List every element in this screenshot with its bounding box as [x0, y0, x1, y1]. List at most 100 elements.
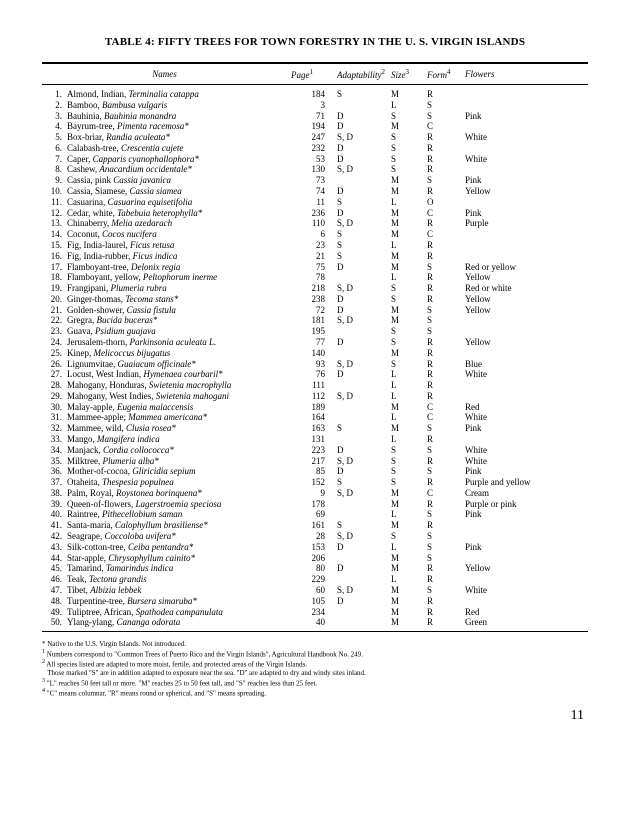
row-number: 10. — [42, 186, 65, 197]
tree-name: Milktree, Plumeria alba* — [65, 455, 289, 466]
row-number: 37. — [42, 477, 65, 488]
adaptability — [335, 175, 389, 186]
form: S — [425, 175, 463, 186]
size: L — [389, 390, 425, 401]
adaptability: D — [335, 369, 389, 380]
trees-table: Names Page1 Adaptability2 Size3 Form4 Fl… — [42, 64, 588, 631]
table-row: 3.Bauhinia, Bauhinia monandra71DSSPink — [42, 110, 588, 121]
tree-name: Cassia, Siamese, Cassia siamea — [65, 186, 289, 197]
adaptability: S — [335, 196, 389, 207]
table-row: 48.Turpentine-tree, Bursera simaruba*105… — [42, 595, 588, 606]
page-ref: 28 — [289, 531, 335, 542]
tree-name: Flamboyant-tree, Delonix regia — [65, 261, 289, 272]
size: M — [389, 552, 425, 563]
tree-name: Cedar, white, Tabebuia heterophylla* — [65, 207, 289, 218]
table-row: 10.Cassia, Siamese, Cassia siamea74DMRYe… — [42, 186, 588, 197]
table-row: 12.Cedar, white, Tabebuia heterophylla*2… — [42, 207, 588, 218]
header-flowers: Flowers — [463, 64, 588, 85]
table-row: 14.Coconut, Cocos nucifera6SMC — [42, 229, 588, 240]
flowers: Blue — [463, 358, 588, 369]
page-ref: 229 — [289, 574, 335, 585]
table-container: Names Page1 Adaptability2 Size3 Form4 Fl… — [42, 62, 588, 632]
adaptability: D — [335, 186, 389, 197]
tree-name: Palm, Royal, Roystonea borinquena* — [65, 488, 289, 499]
tree-name: Frangipani, Plumeria rubra — [65, 283, 289, 294]
flowers — [463, 434, 588, 445]
size: M — [389, 401, 425, 412]
adaptability: D — [335, 444, 389, 455]
tree-name: Coconut, Cocos nucifera — [65, 229, 289, 240]
table-row: 20.Ginger-thomas, Tecoma stans*238DSRYel… — [42, 293, 588, 304]
adaptability: S, D — [335, 585, 389, 596]
page-ref: 71 — [289, 110, 335, 121]
flowers: Pink — [463, 175, 588, 186]
size: S — [389, 531, 425, 542]
table-row: 23.Guava, Psidium guajava195SS — [42, 326, 588, 337]
header-size: Size3 — [389, 64, 425, 85]
row-number: 4. — [42, 121, 65, 132]
flowers — [463, 326, 588, 337]
table-row: 1.Almond, Indian, Terminalia catappa184S… — [42, 85, 588, 100]
tree-name: Mango, Mangifera indica — [65, 434, 289, 445]
size: S — [389, 132, 425, 143]
row-number: 17. — [42, 261, 65, 272]
table-row: 13.Chinaberry, Melia azedarach110S, DMRP… — [42, 218, 588, 229]
size: L — [389, 574, 425, 585]
size: M — [389, 315, 425, 326]
page-ref: 181 — [289, 315, 335, 326]
tree-name: Star-apple, Chrysophyllum cainito* — [65, 552, 289, 563]
tree-name: Golden-shower, Cassia fistula — [65, 304, 289, 315]
row-number: 27. — [42, 369, 65, 380]
adaptability — [335, 326, 389, 337]
page-ref: 74 — [289, 186, 335, 197]
tree-name: Fig, India-rubber, Ficus indica — [65, 250, 289, 261]
page-ref: 189 — [289, 401, 335, 412]
flowers: Pink — [463, 207, 588, 218]
tree-name: Jerusalem-thorn, Parkinsonia aculeata L. — [65, 337, 289, 348]
page-ref: 69 — [289, 509, 335, 520]
flowers: Red or yellow — [463, 261, 588, 272]
flowers — [463, 595, 588, 606]
flowers — [463, 121, 588, 132]
size: M — [389, 585, 425, 596]
page-ref: 236 — [289, 207, 335, 218]
size: M — [389, 186, 425, 197]
form: R — [425, 347, 463, 358]
size: M — [389, 595, 425, 606]
header-page: Page1 — [289, 64, 335, 85]
adaptability — [335, 347, 389, 358]
tree-name: Bauhinia, Bauhinia monandra — [65, 110, 289, 121]
form: R — [425, 390, 463, 401]
footnote-1: 1 Numbers correspond to "Common Trees of… — [42, 649, 588, 659]
table-title: TABLE 4: FIFTY TREES FOR TOWN FORESTRY I… — [42, 36, 588, 48]
page-ref: 85 — [289, 466, 335, 477]
page-ref: 184 — [289, 85, 335, 100]
tree-name: Turpentine-tree, Bursera simaruba* — [65, 595, 289, 606]
form: R — [425, 164, 463, 175]
table-row: 24.Jerusalem-thorn, Parkinsonia aculeata… — [42, 337, 588, 348]
tree-name: Lignumvitae, Guaiacum officinale* — [65, 358, 289, 369]
form: S — [425, 304, 463, 315]
flowers — [463, 380, 588, 391]
page-ref: 21 — [289, 250, 335, 261]
adaptability: D — [335, 466, 389, 477]
size: S — [389, 455, 425, 466]
size: S — [389, 477, 425, 488]
form: S — [425, 552, 463, 563]
row-number: 9. — [42, 175, 65, 186]
adaptability: D — [335, 563, 389, 574]
row-number: 43. — [42, 541, 65, 552]
form: S — [425, 444, 463, 455]
adaptability — [335, 509, 389, 520]
page-ref: 153 — [289, 541, 335, 552]
row-number: 33. — [42, 434, 65, 445]
adaptability: S, D — [335, 218, 389, 229]
table-row: 41.Santa-maria, Calophyllum brasiliense*… — [42, 520, 588, 531]
form: S — [425, 261, 463, 272]
row-number: 35. — [42, 455, 65, 466]
tree-name: Silk-cotton-tree, Ceiba pentandra* — [65, 541, 289, 552]
page-ref: 77 — [289, 337, 335, 348]
flowers: Yellow — [463, 563, 588, 574]
flowers — [463, 143, 588, 154]
row-number: 46. — [42, 574, 65, 585]
